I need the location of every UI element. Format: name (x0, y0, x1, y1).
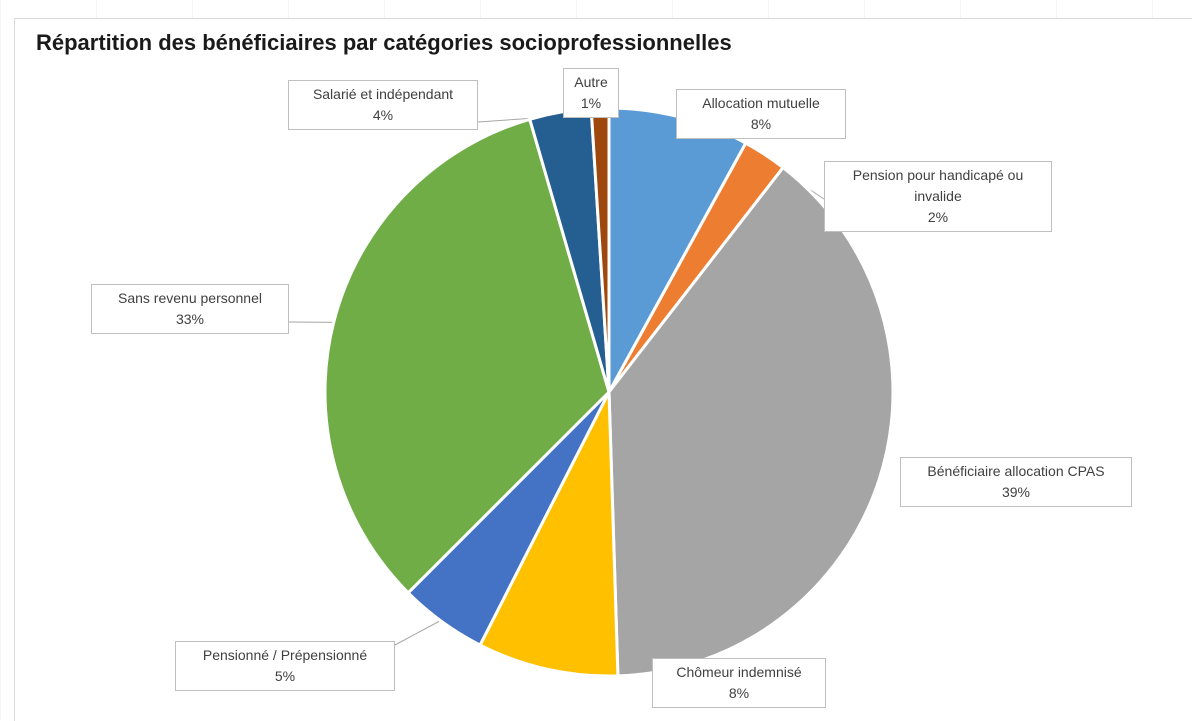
pie-slices (325, 108, 893, 676)
data-label-percent: 8% (659, 683, 819, 704)
data-label-category: Pensionné / Prépensionné (182, 645, 388, 666)
data-label-category: Autre (570, 72, 612, 93)
data-label-category: Allocation mutuelle (683, 93, 839, 114)
data-label-percent: 5% (182, 666, 388, 687)
data-label-percent: 2% (831, 207, 1045, 228)
data-label-category: Salarié et indépendant (295, 84, 471, 105)
data-label-category: Bénéficiaire allocation CPAS (907, 461, 1125, 482)
data-label-percent: 8% (683, 114, 839, 135)
leader-line (395, 619, 444, 646)
data-label-percent: 4% (295, 105, 471, 126)
data-label-category: Pension pour handicapé ou invalide (831, 165, 1045, 207)
data-label-category: Chômeur indemnisé (659, 662, 819, 683)
data-label-percent: 33% (98, 309, 282, 330)
data-label-percent: 39% (907, 482, 1125, 503)
data-label-category: Sans revenu personnel (98, 288, 282, 309)
data-label-percent: 1% (570, 93, 612, 114)
